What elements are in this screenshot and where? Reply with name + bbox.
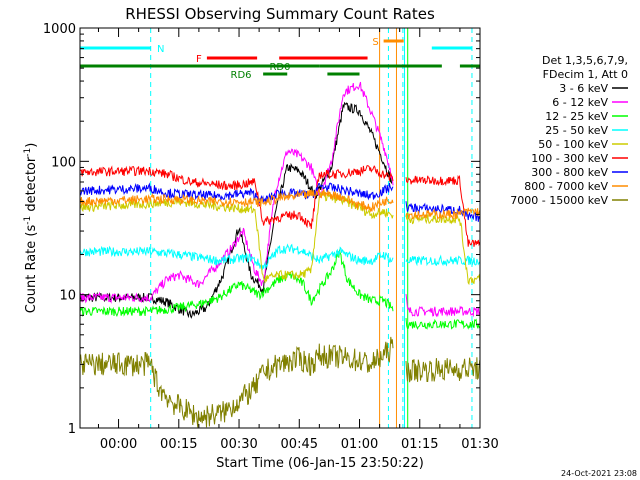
y-tick-label: 1000 bbox=[43, 22, 76, 37]
x-tick-label: 01:15 bbox=[401, 437, 438, 452]
flag-label: N bbox=[157, 44, 164, 55]
y-axis-label-part: detector bbox=[24, 156, 39, 216]
legend-entry-label: 50 - 100 keV bbox=[538, 138, 608, 151]
x-tick-label: 00:30 bbox=[220, 437, 257, 452]
x-tick-label: 00:00 bbox=[100, 437, 137, 452]
y-axis-label-sup: -1 bbox=[23, 148, 33, 157]
flag-label: F bbox=[196, 54, 202, 65]
legend-entry-label: 3 - 6 keV bbox=[559, 82, 608, 95]
timestamp: 24-Oct-2021 23:08 bbox=[561, 469, 637, 478]
y-axis-label: Count Rate (s-1 detector-1) bbox=[23, 143, 39, 314]
x-axis-label: Start Time (06-Jan-15 23:50:22) bbox=[216, 456, 424, 471]
legend-header: FDecim 1, Att 0 bbox=[543, 68, 628, 81]
state-flags: N F S RD0 RD6 bbox=[80, 37, 480, 81]
x-tick-label: 01:00 bbox=[341, 437, 378, 452]
legend-entry-label: 6 - 12 keV bbox=[552, 96, 608, 109]
series-line bbox=[79, 243, 481, 271]
legend-entry-label: 100 - 300 keV bbox=[531, 152, 608, 165]
flag-label: RD6 bbox=[231, 70, 252, 81]
y-tick-label: 1 bbox=[68, 422, 76, 437]
plot-border bbox=[79, 27, 481, 429]
y-axis-label-part: Count Rate (s bbox=[24, 225, 39, 314]
x-tick-label: 00:45 bbox=[281, 437, 318, 452]
x-tick-label: 01:30 bbox=[461, 437, 498, 452]
y-tick-label: 10 bbox=[59, 289, 76, 304]
series-line bbox=[79, 81, 481, 318]
axes: 1 10 100 1000 00:00 00:15 00:30 00:45 01:00 01:15… bbox=[43, 22, 499, 452]
y-axis-label-part: ) bbox=[24, 143, 39, 148]
legend-entry-label: 25 - 50 keV bbox=[545, 124, 608, 137]
series-line bbox=[79, 101, 393, 319]
series-line bbox=[79, 165, 481, 247]
legend-entry-label: 800 - 7000 keV bbox=[524, 180, 608, 193]
series-line bbox=[79, 249, 481, 330]
y-axis-label-sup: -1 bbox=[23, 216, 33, 225]
y-tick-label: 100 bbox=[51, 155, 76, 170]
series-line bbox=[79, 188, 481, 220]
series-lines bbox=[79, 81, 481, 428]
legend-entry-label: 7000 - 15000 keV bbox=[510, 194, 608, 207]
legend-entry-label: 300 - 800 keV bbox=[531, 166, 608, 179]
x-tick-label: 00:15 bbox=[160, 437, 197, 452]
legend-header: Det 1,3,5,6,7,9, bbox=[542, 54, 628, 67]
flag-label: RD0 bbox=[269, 62, 290, 73]
series-line bbox=[79, 336, 481, 428]
flag-label: S bbox=[372, 37, 378, 48]
legend: Det 1,3,5,6,7,9,FDecim 1, Att 03 - 6 keV… bbox=[510, 54, 628, 207]
chart-title: RHESSI Observing Summary Count Rates bbox=[125, 5, 435, 23]
legend-entry-label: 12 - 25 keV bbox=[545, 110, 608, 123]
